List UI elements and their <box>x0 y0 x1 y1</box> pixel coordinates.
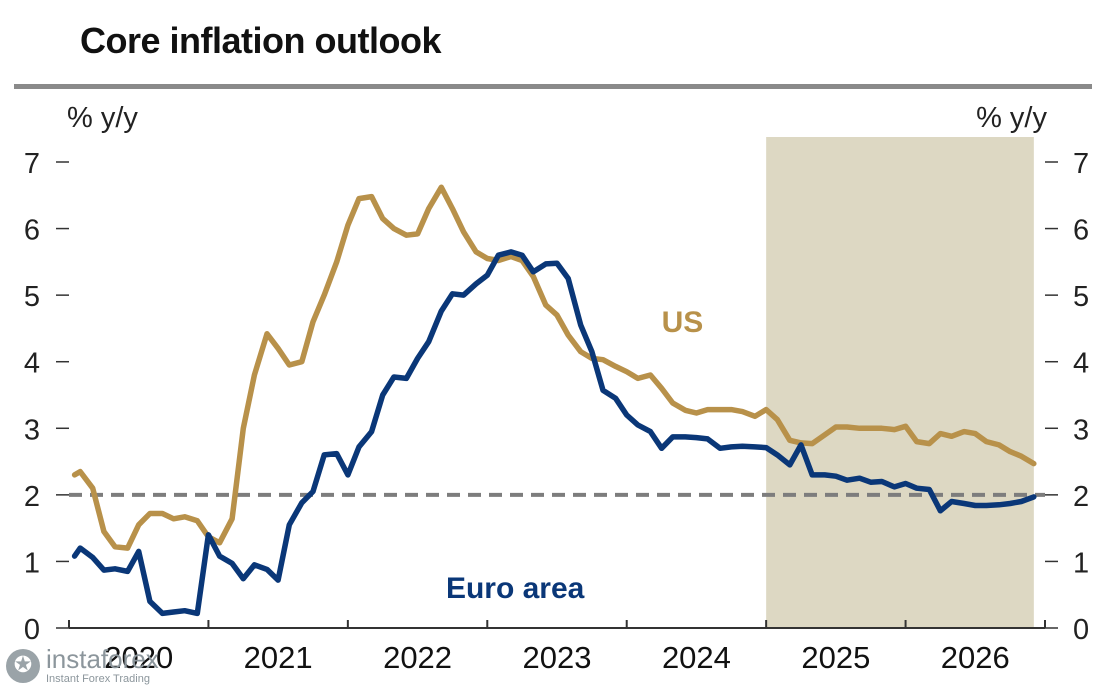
y-tick-label-right-2: 2 <box>1073 481 1089 513</box>
y-tick-label-right-0: 0 <box>1073 614 1089 646</box>
y-tick-label-left-5: 5 <box>24 281 40 313</box>
series-line-us <box>71 184 1037 551</box>
y-tick-label-left-1: 1 <box>24 547 40 579</box>
watermark-tagline: Instant Forex Trading <box>46 673 150 685</box>
series-label-us: US <box>662 306 704 339</box>
title-divider <box>14 84 1092 89</box>
series-label-euro-area: Euro area <box>446 572 585 605</box>
y-tick-label-left-2: 2 <box>24 481 40 513</box>
watermark-brand: instaforex <box>46 644 159 674</box>
label-layer: % y/y % y/y US Euro area <box>67 102 1047 605</box>
y-axis-unit-right: % y/y <box>976 102 1047 134</box>
watermark: ✪ instaforex Instant Forex Trading <box>6 646 159 685</box>
x-tick-label-2023: 2023 <box>523 640 592 675</box>
y-tick-label-right-4: 4 <box>1073 348 1089 380</box>
y-tick-label-left-6: 6 <box>24 215 40 247</box>
y-tick-label-left-0: 0 <box>24 614 40 646</box>
axes: 0 0 1 1 2 2 3 3 4 4 5 5 6 6 7 7 2020 2021 2022 2023 2024 2025… <box>24 148 1089 675</box>
x-tick-label-2020: 2020 <box>104 640 173 675</box>
y-tick-label-right-7: 7 <box>1073 148 1089 180</box>
forecast-shade <box>766 137 1034 628</box>
series-line-euro-area <box>71 249 1037 617</box>
instaforex-logo-icon: ✪ <box>6 648 40 683</box>
x-tick-label-2026: 2026 <box>941 640 1010 675</box>
forecast-shade-layer <box>766 137 1034 628</box>
series-layer <box>71 184 1037 617</box>
y-tick-label-left-4: 4 <box>24 348 40 380</box>
chart-title: Core inflation outlook <box>80 20 441 61</box>
y-tick-label-right-1: 1 <box>1073 547 1089 579</box>
x-tick-label-2024: 2024 <box>662 640 731 675</box>
y-axis-unit-left: % y/y <box>67 102 138 134</box>
y-tick-label-right-5: 5 <box>1073 281 1089 313</box>
y-tick-label-right-3: 3 <box>1073 414 1089 446</box>
y-tick-label-left-7: 7 <box>24 148 40 180</box>
x-tick-label-2025: 2025 <box>801 640 870 675</box>
y-tick-label-right-6: 6 <box>1073 215 1089 247</box>
x-tick-label-2021: 2021 <box>244 640 313 675</box>
x-tick-label-2022: 2022 <box>383 640 452 675</box>
y-tick-label-left-3: 3 <box>24 414 40 446</box>
